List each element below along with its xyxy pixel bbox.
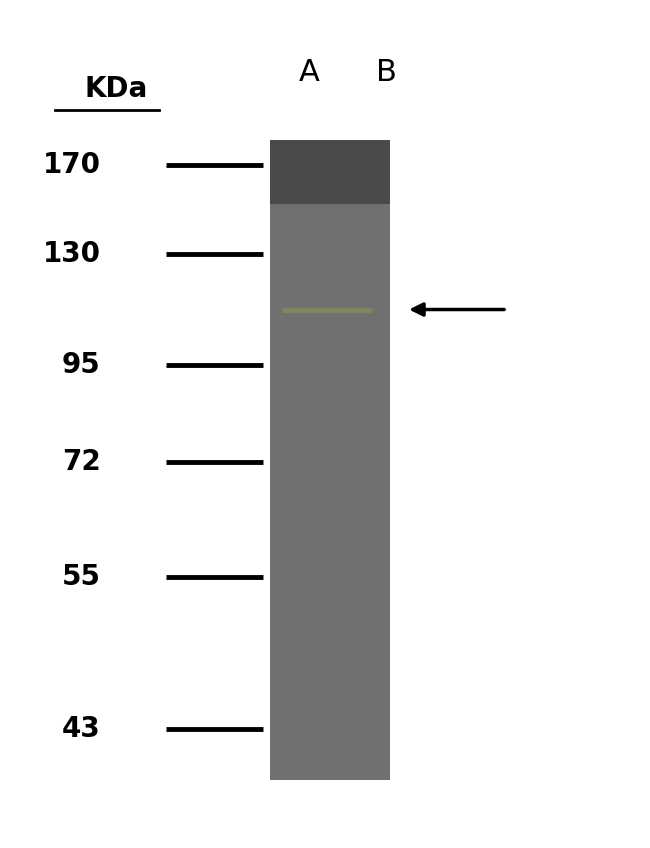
Text: A: A xyxy=(298,58,319,86)
Text: 130: 130 xyxy=(43,240,101,269)
Text: 72: 72 xyxy=(62,448,101,477)
Text: 170: 170 xyxy=(43,151,101,180)
Text: 95: 95 xyxy=(62,350,101,379)
Text: 55: 55 xyxy=(62,562,101,591)
Text: KDa: KDa xyxy=(84,75,148,103)
Bar xyxy=(270,140,390,780)
Text: B: B xyxy=(376,58,397,86)
Text: 43: 43 xyxy=(62,715,101,744)
Bar xyxy=(270,140,390,204)
